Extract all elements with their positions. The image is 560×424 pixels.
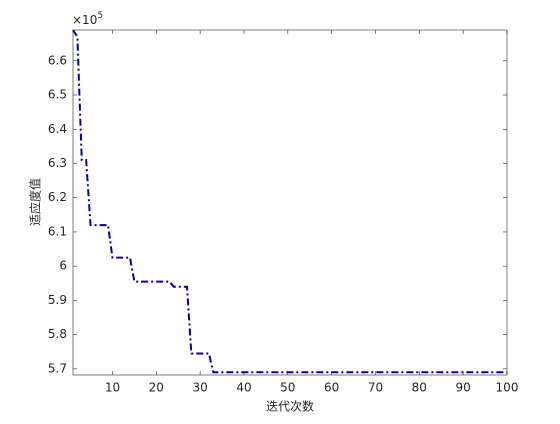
- x-tick-label: 40: [236, 381, 251, 395]
- y-tick-label: 5.7: [48, 361, 67, 375]
- y-tick-label: 5.8: [48, 327, 67, 341]
- x-tick-label: 50: [280, 381, 295, 395]
- x-tick-label: 20: [149, 381, 164, 395]
- x-tick-label: 80: [412, 381, 427, 395]
- plot-area: [72, 29, 508, 376]
- x-tick-label: 70: [368, 381, 383, 395]
- y-axis-label: 适应度值: [28, 178, 43, 226]
- y-tick-label: 6.4: [48, 122, 67, 136]
- x-tick-label: 100: [496, 381, 519, 395]
- y-tick-label: 6.3: [48, 156, 67, 170]
- y-tick-label: 6.6: [48, 53, 67, 67]
- y-tick-label: 6: [59, 259, 67, 273]
- y-tick-label: 6.2: [48, 190, 67, 204]
- x-tick-label: 90: [456, 381, 471, 395]
- x-tick-label: 30: [192, 381, 207, 395]
- x-axis-label: 迭代次数: [266, 399, 314, 414]
- data-line: [72, 29, 507, 374]
- y-tick-label: 6.5: [48, 88, 67, 102]
- x-tick-label: 10: [105, 381, 120, 395]
- y-tick-label: 5.9: [48, 293, 67, 307]
- x-tick-label: 60: [324, 381, 339, 395]
- y-tick-label: 6.1: [48, 224, 67, 238]
- y-multiplier: ×105: [72, 11, 103, 27]
